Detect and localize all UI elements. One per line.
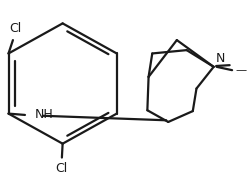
Text: N: N (216, 52, 225, 65)
Text: NH: NH (34, 108, 53, 121)
Text: Cl: Cl (10, 22, 22, 35)
Text: —: — (236, 65, 247, 75)
Text: Cl: Cl (55, 162, 67, 175)
